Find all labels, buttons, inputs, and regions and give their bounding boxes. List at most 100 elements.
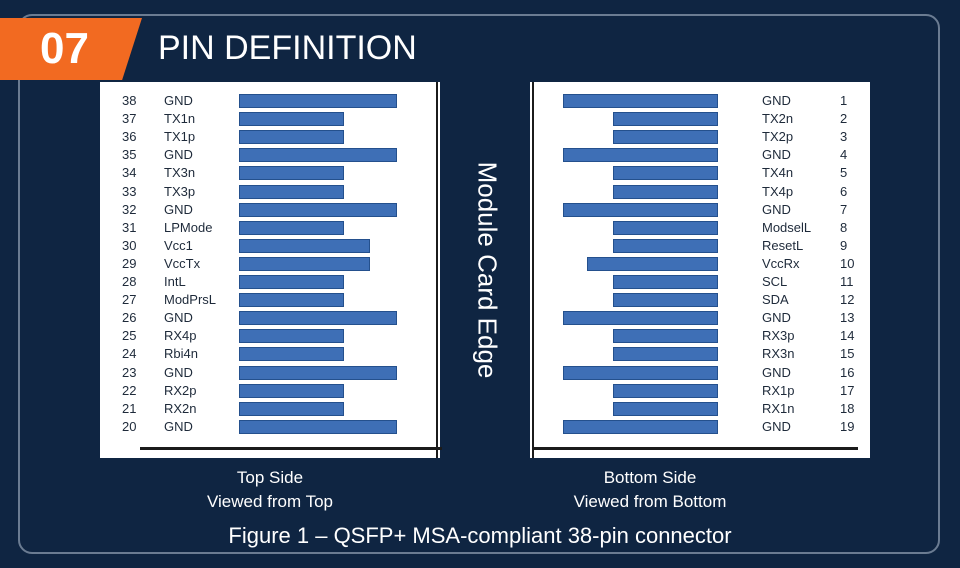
pin-signal: TX3n <box>164 165 196 181</box>
pin-signal: VccTx <box>164 255 201 271</box>
pin-row: TX4n 5 <box>530 164 870 182</box>
pin-row: GND 19 <box>530 418 870 436</box>
pin-row: 31 LPMode <box>100 219 440 237</box>
contact-pad <box>239 401 344 416</box>
contact-pad <box>239 365 397 380</box>
pin-number: 26 <box>122 310 137 326</box>
contact-pad <box>563 94 718 108</box>
pin-row: 29 VccTx <box>100 255 440 273</box>
contact-pad <box>239 383 344 398</box>
pin-signal: IntL <box>164 274 186 289</box>
bottom-side-caption-line1: Bottom Side <box>603 468 697 487</box>
pin-signal: GND <box>164 147 193 163</box>
contact-pad <box>239 148 397 163</box>
pin-signal: LPMode <box>164 219 213 235</box>
base-line <box>140 447 442 450</box>
pin-row: 23 GND <box>100 364 440 382</box>
pin-row: 32 GND <box>100 201 440 219</box>
top-side-caption: Top Side Viewed from Top <box>140 466 400 514</box>
pin-number: 17 <box>840 382 855 398</box>
pin-row: RX1p 17 <box>530 382 870 400</box>
contact-pad <box>613 329 718 344</box>
pin-signal: RX1p <box>762 382 795 398</box>
pin-signal: TX1p <box>164 129 196 145</box>
page-title: PIN DEFINITION <box>158 29 417 67</box>
pin-signal: RX3n <box>762 346 795 362</box>
pin-number: 27 <box>122 292 137 308</box>
pin-signal: SDA <box>762 292 789 308</box>
pin-number: 32 <box>122 201 137 217</box>
pin-row: 21 RX2n <box>100 400 440 418</box>
pin-number: 28 <box>122 274 137 289</box>
contact-pad <box>613 166 718 181</box>
pin-row: 33 TX3p <box>100 183 440 201</box>
pin-number: 29 <box>122 255 137 271</box>
pin-signal: TX1n <box>164 111 196 127</box>
pin-row: 20 GND <box>100 418 440 436</box>
pin-row: GND 7 <box>530 201 870 219</box>
pin-row: ModselL 8 <box>530 219 870 237</box>
pin-signal: RX2n <box>164 400 197 416</box>
pin-row: TX2n 2 <box>530 110 870 128</box>
pin-number: 20 <box>122 418 137 434</box>
pin-number: 14 <box>840 328 855 344</box>
pin-number: 9 <box>840 237 848 253</box>
bottom-side-caption-line2: Viewed from Bottom <box>573 492 727 511</box>
pin-number: 13 <box>840 310 855 326</box>
pin-row: 24 Rbi4n <box>100 345 440 363</box>
pin-number: 33 <box>122 183 137 199</box>
pin-row: TX2p 3 <box>530 128 870 146</box>
pin-number: 16 <box>840 364 855 380</box>
pin-signal: RX1n <box>762 400 795 416</box>
pin-row: GND 16 <box>530 364 870 382</box>
contact-pad <box>239 347 344 362</box>
pin-number: 8 <box>840 219 848 235</box>
pin-signal: TX4n <box>762 165 794 181</box>
top-side-panel: 38 GND 37 TX1n 36 TX1p 35 GND 34 TX3n 33 TX3p 32 GND 3… <box>100 82 442 458</box>
pin-number: 2 <box>840 111 848 127</box>
pin-number: 23 <box>122 364 137 380</box>
pin-number: 6 <box>840 183 848 199</box>
pin-signal: ModselL <box>762 219 812 235</box>
pin-signal: GND <box>762 364 791 380</box>
pin-signal: GND <box>762 93 791 108</box>
contact-pad <box>239 220 344 235</box>
pin-signal: Vcc1 <box>164 237 193 253</box>
pin-row: 34 TX3n <box>100 164 440 182</box>
pin-number: 18 <box>840 400 855 416</box>
pin-signal: RX4p <box>164 328 197 344</box>
pin-signal: TX2n <box>762 111 794 127</box>
pin-number: 36 <box>122 129 137 145</box>
figure-caption: Figure 1 – QSFP+ MSA-compliant 38-pin co… <box>228 523 732 548</box>
contact-pad <box>613 275 718 289</box>
pin-signal: VccRx <box>762 255 800 271</box>
pin-number: 4 <box>840 147 848 163</box>
contact-pad <box>563 202 718 217</box>
contact-pad <box>239 311 397 326</box>
pin-number: 1 <box>840 93 848 108</box>
contact-pad <box>563 311 718 326</box>
pin-row: RX1n 18 <box>530 400 870 418</box>
pin-number: 31 <box>122 219 137 235</box>
pin-number: 35 <box>122 147 137 163</box>
pin-row: VccRx 10 <box>530 255 870 273</box>
pin-number: 21 <box>122 400 137 416</box>
pin-number: 38 <box>122 93 137 108</box>
pin-number: 7 <box>840 201 848 217</box>
bottom-side-caption: Bottom Side Viewed from Bottom <box>520 466 780 514</box>
pin-row: 25 RX4p <box>100 327 440 345</box>
pin-signal: GND <box>762 418 791 434</box>
top-side-caption-line1: Top Side <box>236 468 304 487</box>
pin-row: GND 4 <box>530 146 870 164</box>
pin-row: 27 ModPrsL <box>100 291 440 309</box>
contact-pad <box>563 419 718 434</box>
pin-row: ResetL 9 <box>530 237 870 255</box>
contact-pad <box>239 166 344 181</box>
pin-signal: GND <box>164 310 193 326</box>
pin-row: RX3n 15 <box>530 345 870 363</box>
contact-pad <box>239 256 370 271</box>
pin-signal: ResetL <box>762 237 804 253</box>
pin-row: TX4p 6 <box>530 183 870 201</box>
pin-signal: GND <box>762 201 791 217</box>
base-line <box>532 447 858 450</box>
